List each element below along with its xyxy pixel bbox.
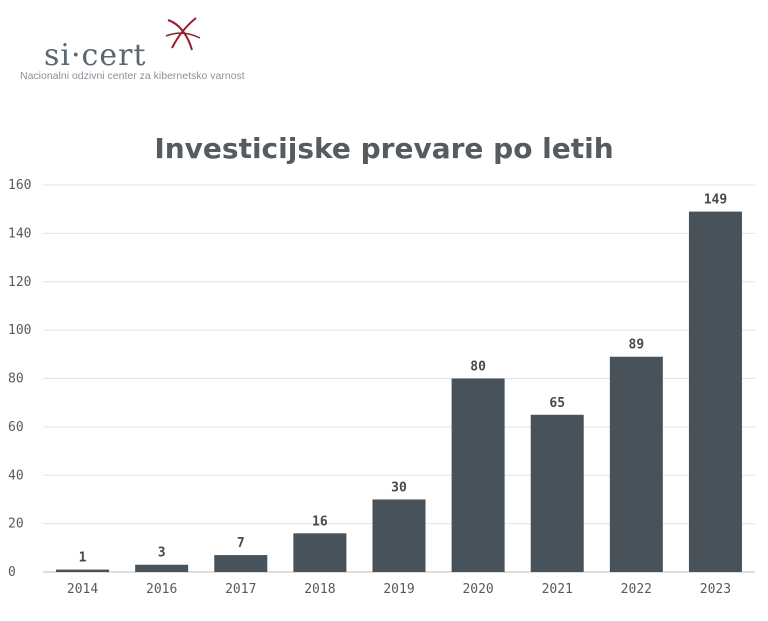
data-label: 65 (549, 396, 565, 411)
y-tick-label: 60 (8, 420, 24, 435)
bar (293, 533, 347, 572)
bar (372, 499, 426, 572)
y-tick-label: 140 (8, 226, 31, 241)
bar-layer: 1 3 7 16 30 80 65 89 149 (56, 193, 742, 572)
bar (688, 211, 742, 572)
x-tick-label: 2023 (700, 582, 731, 597)
y-tick-label: 80 (8, 372, 24, 387)
x-tick-label: 2018 (304, 582, 335, 597)
y-tick-label: 100 (8, 323, 31, 338)
y-tick-label: 40 (8, 468, 24, 483)
data-label: 30 (391, 480, 407, 495)
bar (530, 414, 584, 572)
x-tick-label: 2016 (146, 582, 177, 597)
data-label: 80 (470, 360, 486, 375)
bar (609, 356, 663, 572)
x-tick-label: 2017 (225, 582, 256, 597)
chart-title: Investicijske prevare po letih (154, 132, 613, 165)
bar (451, 378, 505, 572)
x-tick-label: 2014 (67, 582, 98, 597)
x-axis: 2014 2016 2017 2018 2019 2020 2021 2022 2023 (67, 582, 731, 597)
bar (56, 569, 110, 572)
logo-wordmark: si·cert (44, 38, 147, 73)
logo: si·cert Nacionalni odzivni center za kib… (20, 14, 260, 84)
data-label: 3 (158, 546, 166, 561)
bar (214, 555, 268, 572)
logo-mark-icon (165, 17, 201, 51)
data-label: 89 (629, 338, 645, 353)
x-tick-label: 2022 (621, 582, 652, 597)
logo-subtitle: Nacionalni odzivni center za kibernetsko… (20, 70, 245, 82)
y-tick-label: 20 (8, 517, 24, 532)
y-tick-label: 160 (8, 178, 31, 193)
bar (135, 564, 189, 572)
data-label: 7 (237, 536, 245, 551)
data-label: 1 (79, 551, 87, 566)
x-tick-label: 2021 (542, 582, 573, 597)
data-label: 16 (312, 514, 328, 529)
x-tick-label: 2019 (383, 582, 414, 597)
x-tick-label: 2020 (462, 582, 493, 597)
y-tick-label: 0 (8, 565, 16, 580)
y-axis: 0 20 40 60 80 100 120 140 160 (8, 178, 31, 580)
data-label: 149 (704, 193, 727, 208)
y-tick-label: 120 (8, 275, 31, 290)
